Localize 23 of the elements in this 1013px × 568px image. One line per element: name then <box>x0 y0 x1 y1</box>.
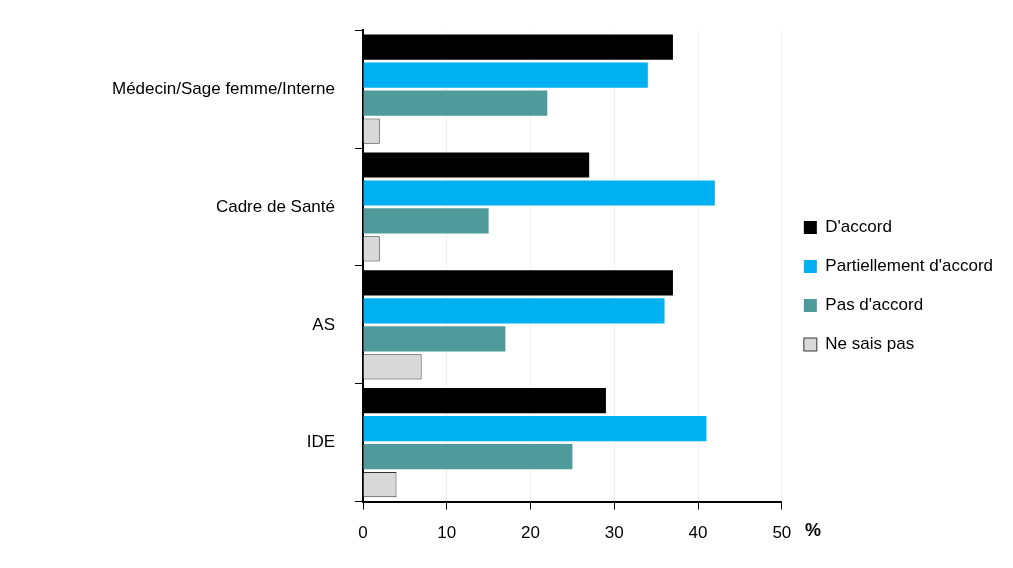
bar <box>363 90 548 116</box>
bar <box>363 62 648 88</box>
x-tick-label: 30 <box>604 523 624 543</box>
x-tick-label: 20 <box>521 523 540 543</box>
y-tick-label: IDE <box>306 432 335 452</box>
bar <box>363 298 665 324</box>
legend-label: Partiellement d'accord <box>825 256 994 276</box>
bar <box>363 416 707 442</box>
x-tick-label: 40 <box>688 523 708 543</box>
x-tick-label: 10 <box>437 523 457 543</box>
x-axis-title: % <box>805 520 822 541</box>
y-tick-label: Cadre de Santé <box>215 196 335 216</box>
bar <box>363 180 715 206</box>
x-tick-label: 50 <box>772 523 792 543</box>
x-tick-label: 0 <box>358 523 368 543</box>
bar <box>363 444 573 470</box>
bar <box>363 208 489 234</box>
y-tick-label: Médecin/Sage femme/Interne <box>111 78 335 98</box>
legend-label: D'accord <box>825 217 892 237</box>
legend-label: Ne sais pas <box>825 334 915 354</box>
y-tick-label: AS <box>312 314 335 334</box>
bar <box>363 326 506 352</box>
legend-label: Pas d'accord <box>825 295 924 315</box>
